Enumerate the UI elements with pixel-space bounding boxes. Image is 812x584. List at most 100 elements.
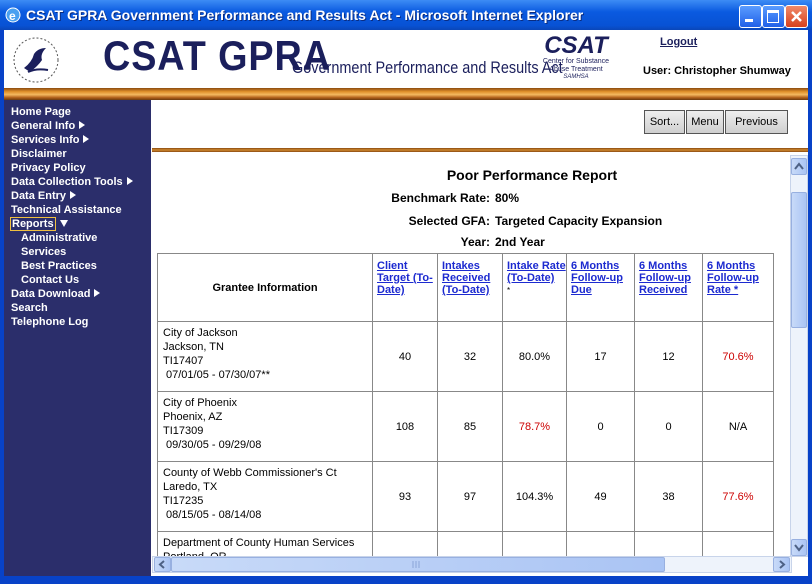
nav-subitem[interactable]: Contact Us <box>21 274 80 286</box>
scroll-up[interactable] <box>791 158 807 175</box>
column-header: Intake Rate (To-Date) * <box>502 253 567 322</box>
value-cell: 38 <box>634 461 703 532</box>
submenu-arrow <box>126 177 133 185</box>
scroll-left[interactable] <box>154 557 171 572</box>
nav-label[interactable]: Technical Assistance <box>11 204 122 216</box>
nav-label[interactable]: Services Info <box>11 134 80 146</box>
nav-label[interactable]: Data Download <box>11 288 91 300</box>
sort-link[interactable]: 6 Months Follow-up Due <box>571 260 623 296</box>
csat-logo-line: Center for Substance <box>542 58 610 65</box>
toolbar-button[interactable]: Sort... <box>644 110 685 134</box>
table-row: City of Phoenix Phoenix, AZ TI17309 09/30/0… <box>157 391 774 462</box>
nav-item[interactable]: Data Entry <box>11 190 77 202</box>
sort-link[interactable]: Intakes Received (To-Date) <box>442 260 491 296</box>
nav-label[interactable]: General Info <box>11 120 76 132</box>
csat-logo-line: Abuse Treatment <box>549 66 603 73</box>
header-band <box>4 88 808 100</box>
maximize-button[interactable] <box>762 5 785 28</box>
value-cell <box>372 531 438 556</box>
expanded-arrow <box>59 220 68 227</box>
value-cell: N/A <box>702 391 774 462</box>
user-name: User: Christopher Shumway <box>643 65 791 77</box>
vertical-scrollbar[interactable] <box>790 155 808 557</box>
value-cell: 97 <box>437 461 503 532</box>
scroll-right[interactable] <box>773 557 790 572</box>
nav-item[interactable]: General Info <box>11 120 86 132</box>
site-header: CSAT GPRA Government Performance and Res… <box>4 30 808 88</box>
grantee-line: TI17235 <box>163 495 204 507</box>
field-value: Targeted Capacity Expansion <box>495 214 663 228</box>
nav-label[interactable]: Data Entry <box>11 190 67 202</box>
minimize-button[interactable] <box>739 5 762 28</box>
nav-item[interactable]: Data Download <box>11 288 101 300</box>
nav-item[interactable]: Data Collection Tools <box>11 176 133 188</box>
report-frame: Poor Performance Report Benchmark Rate: 8… <box>152 155 790 556</box>
nav-subitem[interactable]: Services <box>21 246 67 258</box>
value-cell <box>437 531 503 556</box>
value-cell: 85 <box>437 391 503 462</box>
column-header: Client Target (To-Date) <box>372 253 438 322</box>
toolbar-button[interactable]: Previous <box>725 110 788 134</box>
value-cell: 40 <box>372 321 438 392</box>
sort-link[interactable]: Intake Rate (To-Date) <box>507 260 566 284</box>
sort-link[interactable]: 6 Months Follow-up Rate * <box>707 260 759 296</box>
nav-item[interactable]: Services Info <box>11 134 90 146</box>
nav-label[interactable]: Home Page <box>11 106 71 118</box>
value-cell <box>502 531 567 556</box>
nav-item[interactable]: Privacy Policy <box>11 162 86 174</box>
scroll-thumb[interactable] <box>171 557 665 572</box>
nav-subitem[interactable]: Best Practices <box>21 260 97 272</box>
side-nav: Home Page General Info Services Info Discla… <box>4 100 151 576</box>
grantee-line: 09/30/05 - 09/29/08 <box>166 439 262 451</box>
sort-link[interactable]: Client Target (To-Date) <box>377 260 433 296</box>
footnote-mark: * <box>507 286 511 295</box>
grantee-cell: City of Jackson Jackson, TN TI17407 07/01/0… <box>157 321 373 392</box>
nav-item[interactable]: Disclaimer <box>11 148 67 160</box>
report-table: Grantee Information Client Target (To-Dat… <box>157 253 774 556</box>
nav-item[interactable]: Reports <box>10 217 68 231</box>
value-cell: 17 <box>566 321 635 392</box>
nav-item[interactable]: Home Page <box>11 106 71 118</box>
scroll-thumb[interactable] <box>791 192 807 328</box>
nav-item[interactable]: Technical Assistance <box>11 204 122 216</box>
table-header: Grantee Information Client Target (To-Dat… <box>157 253 774 322</box>
table-row: Department of County Human ServicesPortl… <box>157 531 774 556</box>
grantee-line: City of Phoenix <box>163 397 237 409</box>
value-cell: 70.6% <box>702 321 774 392</box>
horizontal-scrollbar[interactable] <box>152 556 792 573</box>
field-value: 80% <box>495 191 520 205</box>
csat-logo: CSAT Center for Substance Abuse Treatmen… <box>534 34 618 81</box>
grantee-line: Department of County Human Services <box>163 537 355 549</box>
submenu-arrow <box>79 121 86 129</box>
logout-link[interactable]: Logout <box>660 36 698 48</box>
svg-text:e: e <box>9 9 16 23</box>
nav-subitem[interactable]: Administrative <box>21 232 98 244</box>
value-cell: 104.3% <box>502 461 567 532</box>
sort-link[interactable]: 6 Months Follow-up Received <box>639 260 691 296</box>
nav-item[interactable]: Search <box>11 302 48 314</box>
grantee-line: County of Webb Commissioner's Ct <box>163 467 337 479</box>
value-cell: 0 <box>634 391 703 462</box>
nav-item[interactable]: Telephone Log <box>11 316 88 328</box>
nav-label[interactable]: Privacy Policy <box>11 162 86 174</box>
toolbar-button[interactable]: Menu <box>686 110 724 134</box>
csat-logo-name: CSAT <box>544 32 608 59</box>
value-cell: 77.6% <box>702 461 774 532</box>
nav-label[interactable]: Reports <box>10 217 56 231</box>
app-name: CSAT GPRA <box>103 32 331 79</box>
grantee-line: TI17309 <box>163 425 204 437</box>
grantee-line: Jackson, TN <box>163 341 224 353</box>
value-cell <box>634 531 703 556</box>
grantee-cell: Department of County Human ServicesPortl… <box>157 531 373 556</box>
field-label: Year: <box>460 235 490 249</box>
nav-label[interactable]: Telephone Log <box>11 316 89 328</box>
nav-label[interactable]: Search <box>11 302 48 314</box>
divider <box>152 148 808 152</box>
window-title: CSAT GPRA Government Performance and Res… <box>26 7 584 23</box>
nav-label[interactable]: Disclaimer <box>11 148 67 160</box>
scroll-down[interactable] <box>791 539 807 556</box>
nav-label[interactable]: Data Collection Tools <box>11 176 123 188</box>
close-button[interactable] <box>785 5 808 28</box>
